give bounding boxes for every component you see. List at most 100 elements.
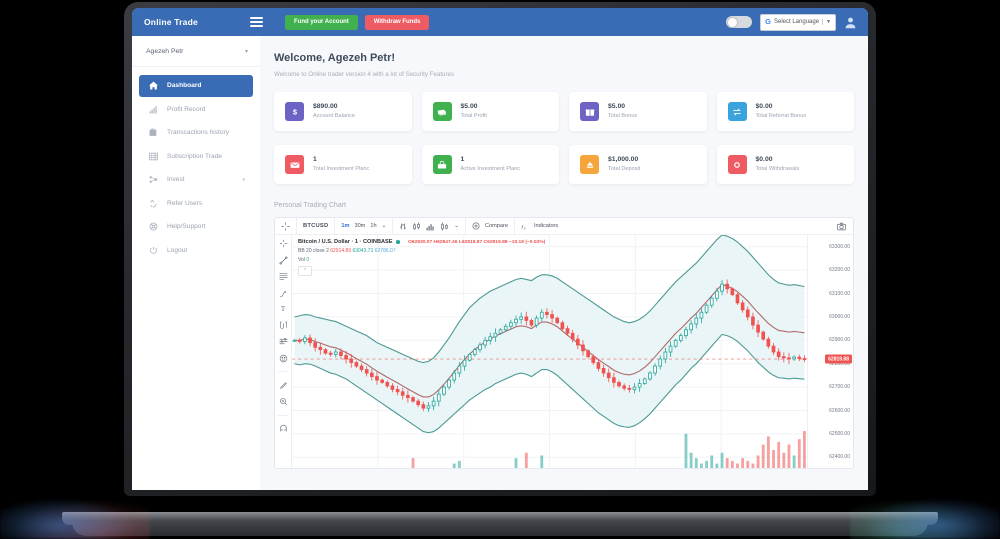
- sidebar-item-dashboard[interactable]: Dashboard: [139, 74, 253, 97]
- stat-label: Active Investment Planc: [460, 166, 521, 173]
- current-price-badge: 62819.88: [825, 354, 852, 364]
- section-title: Personal Trading Chart: [274, 202, 346, 209]
- stat-card[interactable]: $5.00 Total Bonus: [569, 92, 707, 131]
- emoji-icon[interactable]: [279, 354, 288, 363]
- interval-group: 1m 30m 1h ⌄: [335, 218, 394, 234]
- sidebar-item-label: Invest: [167, 176, 185, 183]
- interval-30m[interactable]: 30m: [354, 223, 366, 229]
- sidebar-item-help-support[interactable]: Help/Support: [139, 216, 253, 238]
- symbol-chip[interactable]: BTCUSD: [297, 218, 336, 234]
- chevron-down-icon: ▼: [822, 19, 831, 25]
- screen-glow-left: [0, 493, 150, 539]
- gift-icon: [580, 102, 599, 121]
- crosshair-icon[interactable]: [279, 239, 288, 248]
- chevron-down-icon[interactable]: ⌄: [454, 223, 459, 229]
- sidebar-menu: Dashboard Profit Record Transcactions hi…: [132, 67, 260, 261]
- svg-text:x: x: [524, 226, 526, 230]
- stat-cards-row-2: 1 Total Investment Planc 1 Active Invest…: [260, 131, 868, 184]
- trendline-icon[interactable]: [278, 255, 288, 265]
- language-label: Select Language: [774, 19, 820, 25]
- stat-card[interactable]: 1 Total Investment Planc: [274, 145, 412, 184]
- pencil-icon[interactable]: [279, 381, 288, 390]
- camera-icon[interactable]: [837, 222, 853, 231]
- style-icon[interactable]: [440, 222, 449, 231]
- stat-card[interactable]: $ $890.00 Account Balance: [274, 92, 412, 131]
- power-icon: [149, 246, 158, 255]
- price-axis-tick: 62400.00: [829, 454, 850, 461]
- horizontal-lines-icon[interactable]: [279, 272, 288, 281]
- sidebar-item-label: Logout: [167, 246, 188, 254]
- histogram-icon[interactable]: [426, 222, 435, 231]
- laptop-screen: Online Trade Fund your Account Withdraw …: [132, 8, 868, 490]
- price-axis[interactable]: 63300.00 63200.00 63100.00 63000.00 62900.00…: [807, 235, 853, 468]
- stat-label: Total Bonus: [608, 113, 638, 120]
- sidebar-item-logout[interactable]: Logout: [139, 239, 253, 261]
- brand-logo[interactable]: Online Trade: [144, 17, 198, 27]
- price-axis-tick: 62900.00: [829, 337, 850, 344]
- stat-value: $890.00: [313, 102, 338, 110]
- candles-icon[interactable]: [412, 222, 421, 231]
- interval-1m[interactable]: 1m: [341, 223, 350, 229]
- stat-card[interactable]: $5.00 Total Profit: [421, 92, 559, 131]
- stat-card[interactable]: $1,000.00 Total Deposit: [569, 145, 707, 184]
- mail-icon: [285, 155, 304, 174]
- main-content: Welcome, Agezeh Petr! Welcome to Online …: [260, 36, 868, 490]
- compare-button[interactable]: Compare: [466, 218, 515, 234]
- magnet-icon[interactable]: [279, 424, 288, 433]
- price-axis-tick: 62600.00: [829, 407, 850, 414]
- price-axis-tick: 62700.00: [829, 384, 850, 391]
- money-icon: [432, 102, 452, 121]
- sidebar-item-subscription-trade[interactable]: Subscription Trade: [139, 145, 253, 167]
- sidebar-item-label: Refer Users: [167, 199, 203, 207]
- chevron-down-icon: ▾: [242, 176, 245, 183]
- withdraw-funds-button[interactable]: Withdraw Funds: [364, 14, 430, 30]
- stat-value: 1: [313, 155, 317, 163]
- home-icon: [149, 81, 158, 90]
- stat-cards-row-1: $ $890.00 Account Balance $5.00 Total Pr…: [260, 78, 868, 131]
- trading-chart-widget: BTCUSD 1m 30m 1h ⌄ ⌄: [274, 217, 854, 469]
- stat-card[interactable]: 1 Active Investment Planc: [421, 145, 559, 184]
- hamburger-icon[interactable]: [250, 17, 263, 27]
- user-switcher[interactable]: Agezeh Petr ▾: [132, 36, 260, 67]
- sidebar-item-profit-record[interactable]: Profit Record: [139, 98, 253, 120]
- laptop-base: [62, 512, 938, 525]
- language-selector[interactable]: G Select Language ▼: [760, 13, 836, 31]
- page-subtitle: Welcome to Online trader version 4 with …: [274, 71, 455, 78]
- bars-icon[interactable]: [399, 222, 407, 231]
- sidebar-item-transactions-history[interactable]: Transcactions history: [139, 122, 253, 144]
- crosshair-tool[interactable]: [275, 218, 297, 234]
- theme-toggle[interactable]: [726, 16, 753, 28]
- stat-value: $1,000.00: [608, 155, 639, 163]
- screen-glow-right: [850, 493, 1000, 539]
- ruler-icon[interactable]: [279, 337, 288, 346]
- fund-account-button[interactable]: Fund your Account: [285, 14, 358, 30]
- chart-toolbar: BTCUSD 1m 30m 1h ⌄ ⌄: [275, 218, 853, 235]
- text-icon[interactable]: T: [280, 305, 286, 313]
- price-axis-tick: 63100.00: [829, 290, 850, 297]
- user-icon[interactable]: [844, 16, 857, 29]
- stat-value: $0.00: [755, 102, 773, 110]
- welcome-block: Welcome, Agezeh Petr! Welcome to Online …: [260, 36, 868, 78]
- sidebar-item-label: Subscription Trade: [167, 152, 222, 160]
- chart-left-toolbar: T: [275, 235, 292, 468]
- page-title: Welcome, Agezeh Petr!: [274, 52, 396, 64]
- compare-label: Compare: [484, 223, 508, 229]
- chart-symbol: BTCUSD: [303, 223, 329, 229]
- navbar-right: G Select Language ▼: [726, 13, 868, 31]
- divider: [278, 371, 288, 372]
- sidebar-item-refer-users[interactable]: Refer Users: [139, 192, 253, 214]
- sidebar-item-invest[interactable]: Invest ▾: [139, 169, 253, 191]
- dollar-icon: $: [285, 102, 304, 121]
- measure-icon[interactable]: [279, 321, 288, 330]
- chevron-down-icon[interactable]: ⌄: [381, 223, 387, 229]
- brush-icon[interactable]: [279, 289, 288, 298]
- recycle-icon: [149, 198, 158, 208]
- zoom-icon[interactable]: [279, 397, 288, 406]
- interval-1h[interactable]: 1h: [370, 223, 377, 229]
- stat-card[interactable]: $0.00 Total Withdrawals: [716, 145, 854, 184]
- chevron-down-icon: ▾: [244, 49, 248, 55]
- stat-card[interactable]: $0.00 Total Referral Bonus: [716, 92, 854, 131]
- chart-plot-area[interactable]: Bitcoin / U.S. Dollar · 1 · COINBASE O62…: [292, 235, 807, 468]
